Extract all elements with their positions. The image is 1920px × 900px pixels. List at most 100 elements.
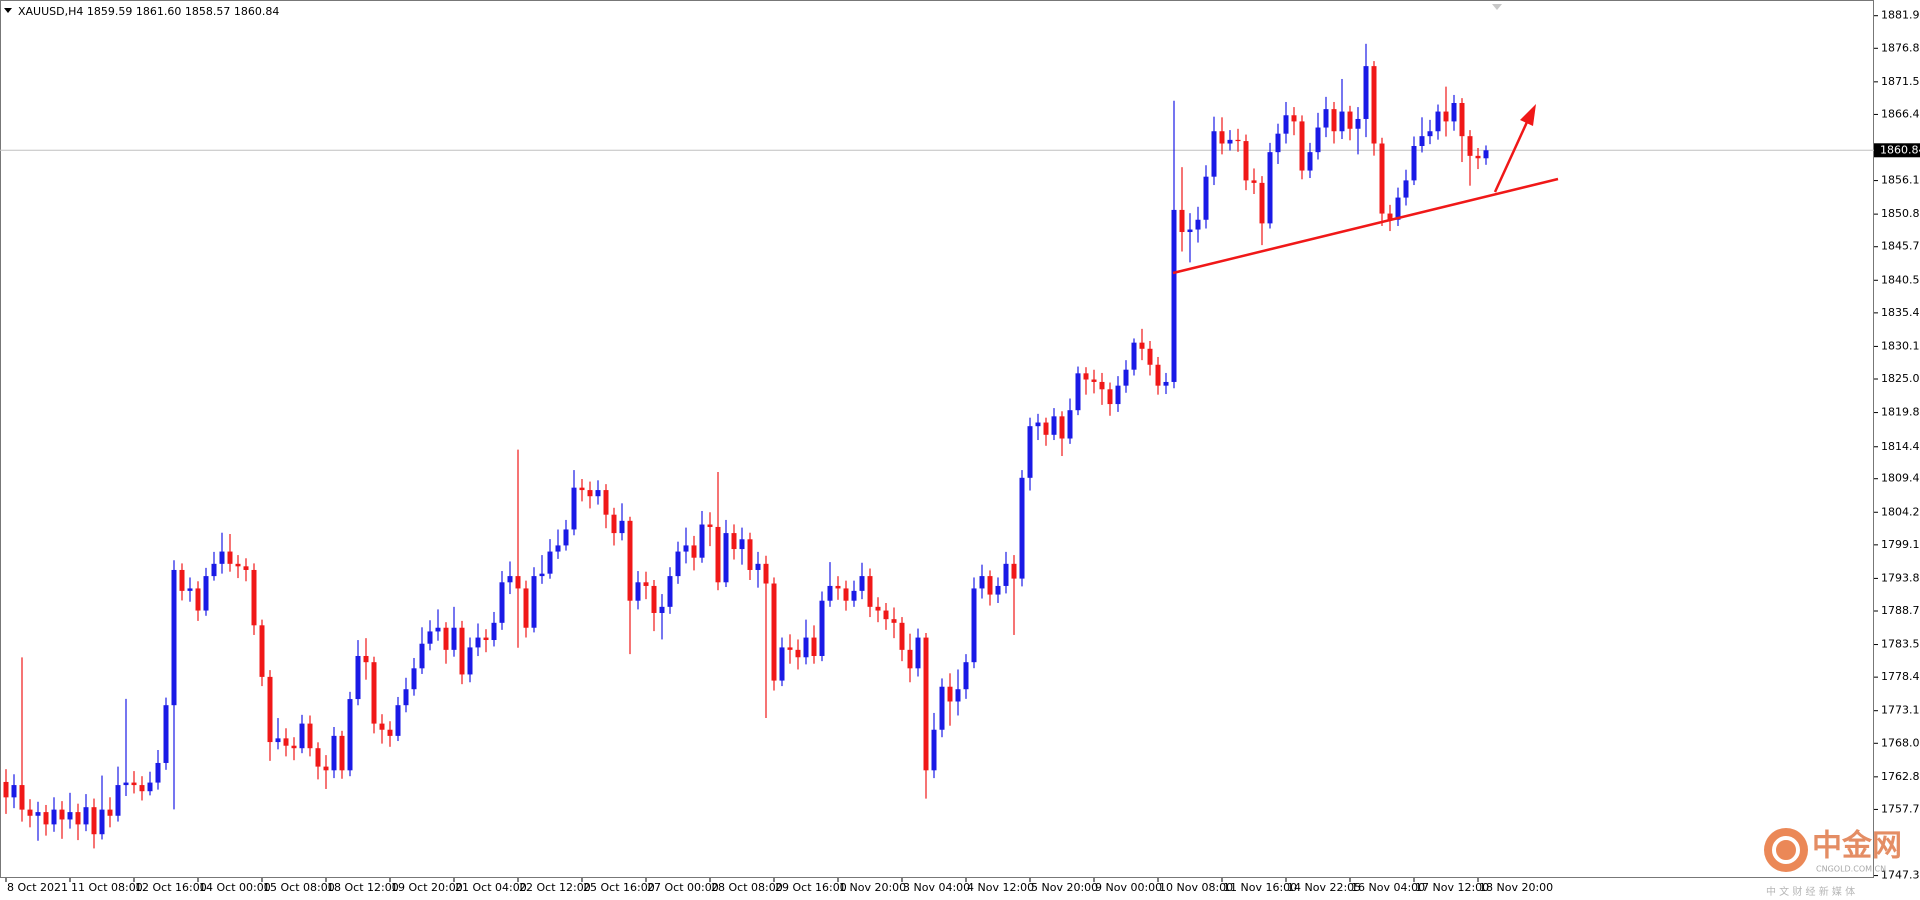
candle-body <box>1219 131 1225 144</box>
candle-body <box>1003 563 1009 586</box>
logo-mark <box>1772 836 1800 864</box>
watermark-slogan: 中 文 财 经 新 媒 体 <box>1766 885 1855 898</box>
candle-body <box>1355 118 1361 129</box>
candle-body <box>363 655 369 663</box>
candle-body <box>691 545 697 558</box>
current-price-box <box>1874 143 1920 158</box>
x-tick-label: 12 Oct 16:00 <box>135 881 207 894</box>
candle-body <box>995 585 1001 595</box>
candle-body <box>1179 209 1185 233</box>
candle-body <box>787 647 793 650</box>
x-tick-label: 29 Oct 16:00 <box>775 881 847 894</box>
candle-body <box>1339 111 1345 132</box>
candle-body <box>803 637 809 658</box>
candle-body <box>1211 131 1217 177</box>
candle-body <box>1091 379 1097 382</box>
candle-body <box>715 526 721 583</box>
candle-body <box>1235 139 1241 142</box>
candle-body <box>907 649 913 669</box>
candle-body <box>755 563 761 570</box>
candle-body <box>411 668 417 690</box>
candle-body <box>379 723 385 730</box>
chart-menu-icon <box>4 8 12 13</box>
candle-body <box>939 686 945 730</box>
candle-body <box>1267 152 1273 224</box>
candle-body <box>107 809 113 816</box>
candle-body <box>867 576 873 607</box>
y-tick-label: 1840.50 <box>1881 273 1920 286</box>
candle-body <box>235 563 241 567</box>
trend-line <box>1172 177 1559 275</box>
candle-body <box>851 590 857 601</box>
candle-body <box>795 649 801 658</box>
candle-body <box>1251 180 1257 183</box>
x-tick-label: 28 Oct 08:00 <box>711 881 783 894</box>
candle-body <box>1227 139 1233 144</box>
candle-body <box>555 545 561 552</box>
y-tick-label: 1799.10 <box>1881 538 1920 551</box>
y-tick-label: 1747.35 <box>1881 869 1920 882</box>
candle-body <box>1083 373 1089 380</box>
candle-body <box>1123 369 1129 386</box>
candle-body <box>435 627 441 632</box>
watermark: 中金网 CNGOLD.COM.CN 中 文 财 经 新 媒 体 <box>1764 828 1902 898</box>
candle-body <box>1163 381 1169 386</box>
candle-body <box>747 539 753 570</box>
y-tick-label: 1804.20 <box>1881 505 1920 518</box>
candle-body <box>507 576 513 583</box>
candle-body <box>955 689 961 702</box>
x-tick-label: 9 Nov 00:00 <box>1095 881 1162 894</box>
candle-body <box>923 637 929 771</box>
y-tick-label: 1814.45 <box>1881 440 1920 453</box>
candle-body <box>139 785 145 792</box>
candle-body <box>915 637 921 669</box>
candle-body <box>275 738 281 743</box>
candle-body <box>843 588 849 601</box>
candle-body <box>531 576 537 628</box>
candle-body <box>3 781 9 798</box>
candle-body <box>667 576 673 607</box>
candle-body <box>1387 213 1393 220</box>
candle-body <box>1011 563 1017 579</box>
candle-body <box>1027 426 1033 478</box>
candle-body <box>307 723 313 749</box>
candle-body <box>67 812 73 820</box>
candle-body <box>595 490 601 497</box>
current-price-label: 1860.84 <box>1880 143 1920 156</box>
y-tick-label: 1876.80 <box>1881 41 1920 54</box>
candle-body <box>827 585 833 601</box>
candle-body <box>571 487 577 530</box>
candle-body <box>611 514 617 534</box>
y-tick-label: 1788.75 <box>1881 604 1920 617</box>
candle-body <box>403 689 409 706</box>
candle-body <box>131 782 137 786</box>
candle-body <box>427 631 433 644</box>
x-tick-label: 4 Nov 12:00 <box>967 881 1034 894</box>
candle-body <box>539 573 545 577</box>
candle-body <box>339 735 345 771</box>
watermark-domain: CNGOLD.COM.CN <box>1816 865 1886 874</box>
y-tick-label: 1871.55 <box>1881 75 1920 88</box>
candle-body <box>683 545 689 552</box>
x-tick-label: 16 Nov 04:00 <box>1351 881 1425 894</box>
x-tick-label: 17 Nov 12:00 <box>1415 881 1489 894</box>
candle-body <box>419 643 425 669</box>
candle-body <box>51 809 57 825</box>
y-tick-label: 1835.40 <box>1881 306 1920 319</box>
candle-body <box>947 686 953 702</box>
candle-body <box>59 809 65 820</box>
x-tick-label: 11 Oct 08:00 <box>71 881 143 894</box>
x-tick-label: 5 Nov 20:00 <box>1031 881 1098 894</box>
candle-body <box>355 655 361 700</box>
candle-body <box>115 785 121 816</box>
candle-body <box>91 807 97 835</box>
candle-body <box>75 812 81 825</box>
y-tick-label: 1773.15 <box>1881 704 1920 717</box>
logo-circle <box>1764 828 1808 872</box>
candle-body <box>931 729 937 771</box>
x-tick-label: 21 Oct 04:00 <box>455 881 527 894</box>
y-tick-label: 1783.50 <box>1881 638 1920 651</box>
candle-body <box>1139 342 1145 349</box>
candle-body <box>123 782 129 786</box>
